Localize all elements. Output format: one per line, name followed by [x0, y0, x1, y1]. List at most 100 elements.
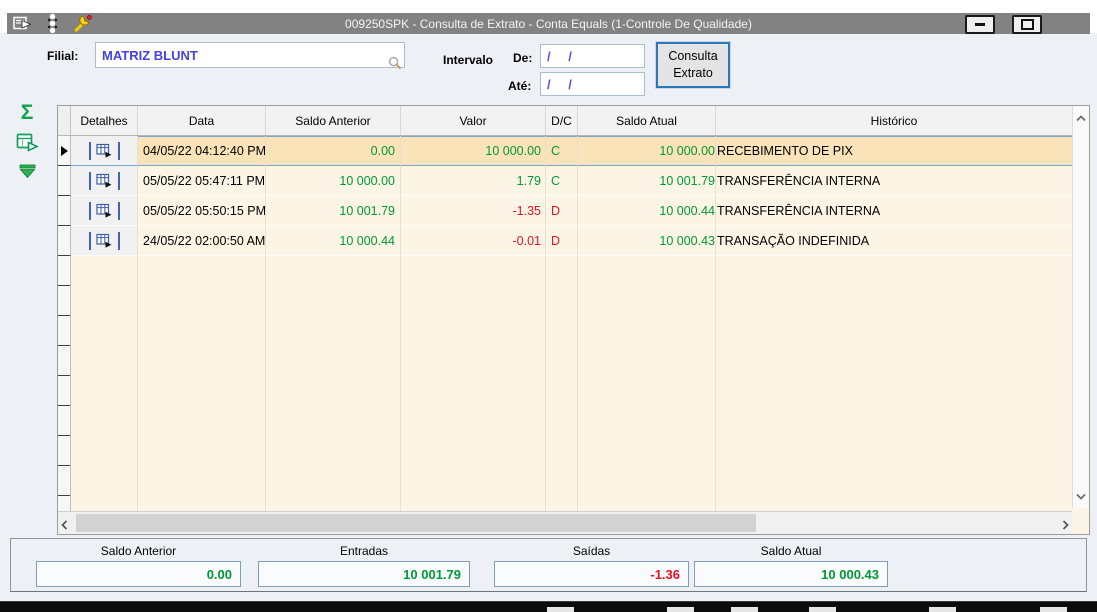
- detail-bar: [117, 171, 120, 190]
- cell-valor: -1.35: [401, 196, 546, 226]
- filial-input[interactable]: [95, 42, 405, 68]
- summary-panel: Saldo Anterior 0.00 Entradas 10 001.79 S…: [10, 538, 1087, 592]
- detail-bar: [88, 171, 91, 190]
- detail-bar: [117, 231, 120, 250]
- summary-saldo-anterior: 0.00: [36, 561, 241, 587]
- minimize-button[interactable]: [965, 15, 995, 34]
- table-row[interactable]: 05/05/22 05:47:11 PM 10 000.00 1.79 C 10 001…: [58, 166, 1072, 196]
- summary-label: Saldo Anterior: [100, 544, 177, 558]
- detail-button[interactable]: [71, 166, 138, 196]
- header-dc[interactable]: D/C: [546, 106, 578, 135]
- detail-button[interactable]: [71, 226, 138, 256]
- exit-form-icon[interactable]: [13, 16, 32, 32]
- header-saldo-atual[interactable]: Saldo Atual: [578, 106, 716, 135]
- header-gutter: [58, 106, 71, 135]
- detail-grid-icon: [95, 233, 111, 248]
- table-row[interactable]: 04/05/22 04:12:40 PM 0.00 10 000.00 C 10 000…: [58, 136, 1072, 166]
- scrollbar-corner: [1072, 511, 1089, 534]
- summary-label: Entradas: [339, 544, 389, 558]
- fill-cell: [138, 256, 266, 511]
- ate-label: Até:: [508, 79, 532, 93]
- status-dots-icon[interactable]: [46, 13, 59, 34]
- detail-bar: [117, 141, 120, 160]
- fill-cell: [716, 256, 1072, 511]
- bottom-tab: [1040, 607, 1067, 612]
- header-historico[interactable]: Histórico: [716, 106, 1072, 135]
- consulta-extrato-button[interactable]: Consulta Extrato: [656, 42, 730, 88]
- table-rows: 04/05/22 04:12:40 PM 0.00 10 000.00 C 10 000…: [58, 136, 1072, 256]
- cell-historico: TRANSAÇÃO INDEFINIDA: [716, 226, 1072, 256]
- vertical-scrollbar[interactable]: [1072, 106, 1089, 508]
- wrench-icon[interactable]: [73, 14, 93, 33]
- date-to-input[interactable]: [540, 72, 645, 96]
- extrato-grid: Detalhes Data Saldo Anterior Valor D/C S…: [57, 105, 1090, 535]
- cell-saldo-anterior: 0.00: [266, 136, 401, 166]
- filial-label: Filial:: [47, 49, 79, 63]
- date-from-input[interactable]: [540, 44, 645, 68]
- header-saldo-anterior[interactable]: Saldo Anterior: [266, 106, 401, 135]
- intervalo-label: Intervalo: [443, 53, 494, 67]
- summary-saldo-atual: 10 000.43: [694, 561, 888, 587]
- maximize-button[interactable]: [1012, 15, 1042, 34]
- bottom-tab: [547, 607, 574, 612]
- header-detalhes[interactable]: Detalhes: [71, 106, 138, 135]
- side-toolbar: Σ: [10, 101, 44, 180]
- fill-cell: [401, 256, 546, 511]
- detail-bar: [117, 201, 120, 220]
- detail-button[interactable]: [71, 196, 138, 226]
- header-valor[interactable]: Valor: [401, 106, 546, 135]
- bottom-tab: [929, 607, 956, 612]
- go-bottom-icon[interactable]: [18, 164, 37, 180]
- detail-bar: [88, 141, 91, 160]
- scroll-right-icon[interactable]: [1062, 519, 1069, 533]
- detail-grid-icon: [95, 173, 111, 188]
- fill-cell: [546, 256, 578, 511]
- row-marker-cell: [58, 136, 71, 166]
- cell-saldo-anterior: 10 000.44: [266, 226, 401, 256]
- fill-cell: [266, 256, 401, 511]
- cell-data: 04/05/22 04:12:40 PM: [138, 136, 266, 166]
- sum-sigma-icon[interactable]: Σ: [20, 101, 34, 124]
- cell-saldo-atual: 10 001.79: [578, 166, 716, 196]
- bottom-tab: [667, 607, 694, 612]
- cell-historico: TRANSFERÊNCIA INTERNA: [716, 166, 1072, 196]
- row-marker-cell: [58, 196, 71, 226]
- gutter-fill: [58, 256, 71, 511]
- row-marker-cell: [58, 166, 71, 196]
- bottom-tab: [731, 607, 758, 612]
- row-marker-cell: [58, 226, 71, 256]
- cell-historico: RECEBIMENTO DE PIX: [716, 136, 1072, 166]
- cell-valor: -0.01: [401, 226, 546, 256]
- cell-dc: C: [546, 136, 578, 166]
- fill-cell: [71, 256, 138, 511]
- summary-label: Saídas: [572, 544, 611, 558]
- table-row[interactable]: 24/05/22 02:00:50 AM 10 000.44 -0.01 D 10 00…: [58, 226, 1072, 256]
- scroll-down-icon[interactable]: [1076, 489, 1086, 503]
- summary-saidas: -1.36: [494, 561, 689, 587]
- detail-button[interactable]: [71, 136, 138, 166]
- cell-saldo-atual: 10 000.00: [578, 136, 716, 166]
- table-header: Detalhes Data Saldo Anterior Valor D/C S…: [58, 106, 1072, 136]
- table-empty-area: [58, 256, 1072, 511]
- cell-saldo-atual: 10 000.43: [578, 226, 716, 256]
- scroll-left-icon[interactable]: [61, 519, 68, 533]
- cell-saldo-anterior: 10 000.00: [266, 166, 401, 196]
- magnifier-icon[interactable]: [388, 56, 402, 73]
- table-row[interactable]: 05/05/22 05:50:15 PM 10 001.79 -1.35 D 10 00…: [58, 196, 1072, 226]
- scrollbar-thumb[interactable]: [76, 514, 756, 532]
- cell-saldo-atual: 10 000.44: [578, 196, 716, 226]
- bottom-strip: [0, 601, 1097, 612]
- header-data[interactable]: Data: [138, 106, 266, 135]
- scroll-up-icon[interactable]: [1076, 111, 1086, 125]
- detail-form-icon[interactable]: [16, 133, 39, 154]
- de-label: De:: [513, 51, 533, 65]
- cell-saldo-anterior: 10 001.79: [266, 196, 401, 226]
- maximize-icon: [1020, 19, 1034, 30]
- detail-grid-icon: [95, 143, 111, 158]
- cell-valor: 1.79: [401, 166, 546, 196]
- window-title: 009250SPK - Consulta de Extrato - Conta …: [345, 16, 752, 31]
- minimize-icon: [975, 23, 985, 26]
- horizontal-scrollbar[interactable]: [58, 511, 1072, 534]
- cell-dc: D: [546, 196, 578, 226]
- bottom-tab: [809, 607, 836, 612]
